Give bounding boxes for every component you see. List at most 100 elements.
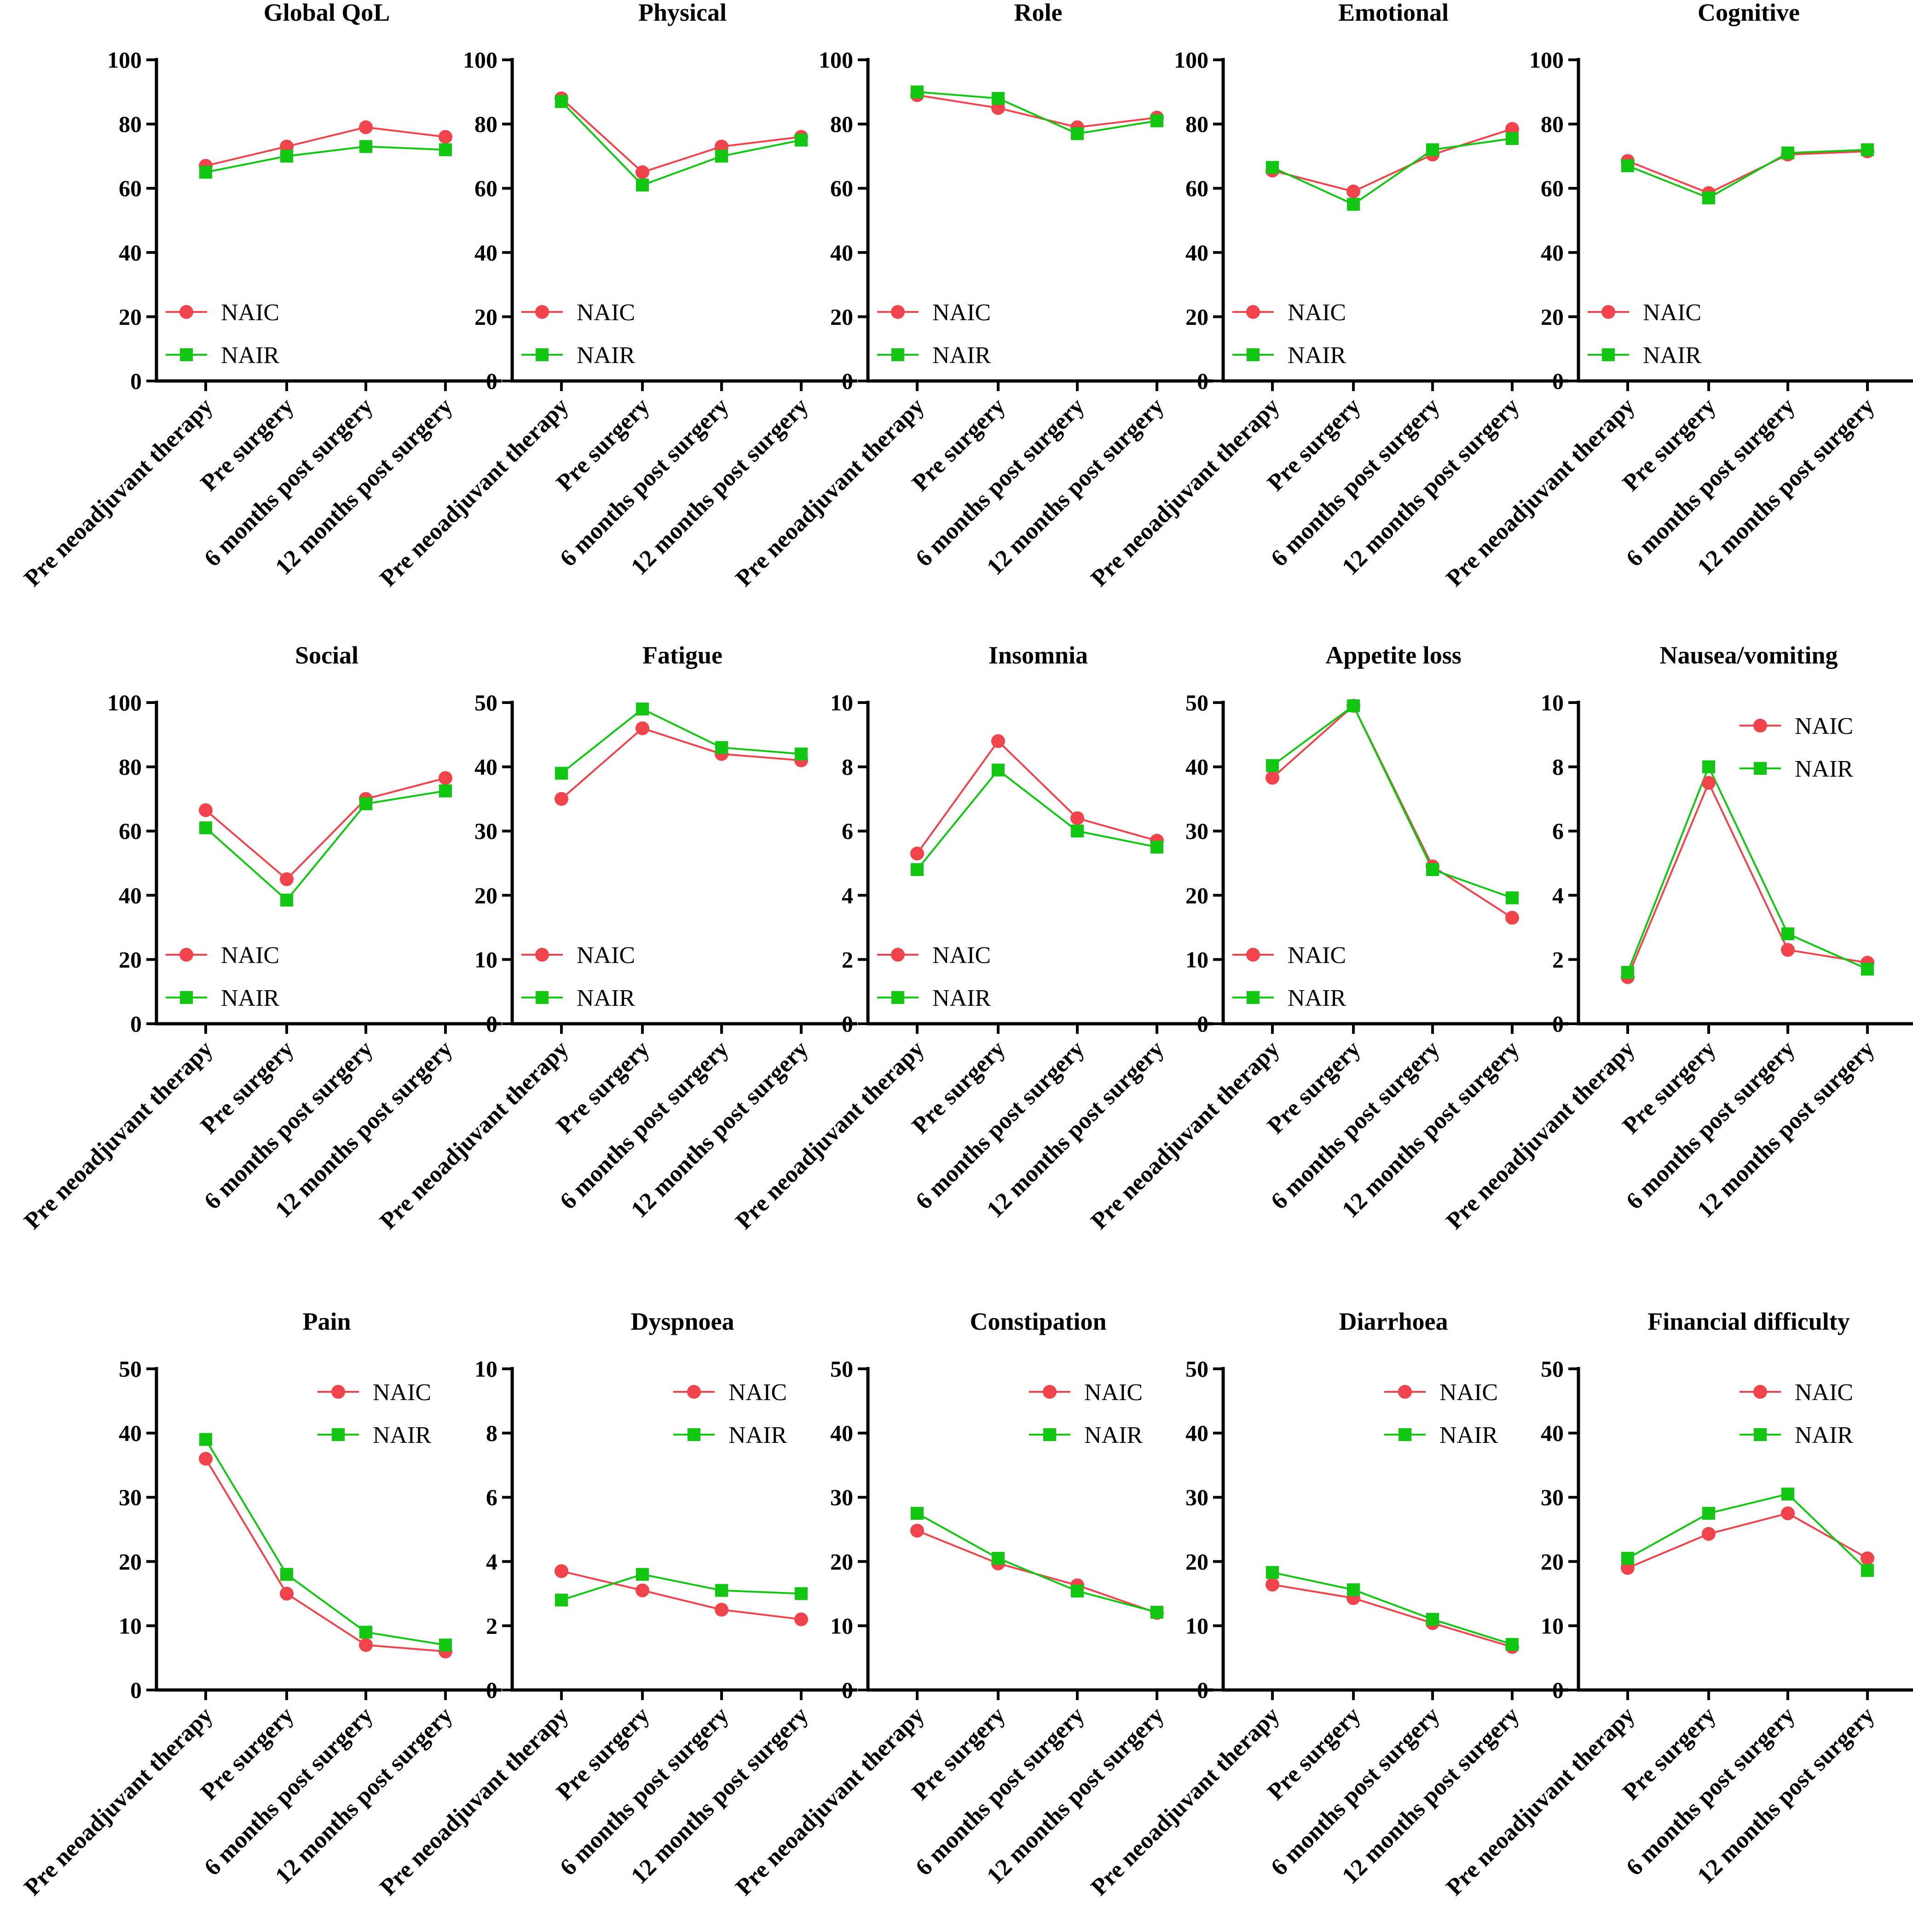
x-tick-label: Pre neoadjuvant therapy [1086,1702,1285,1901]
series-line-naic [205,777,446,881]
data-point-nair-marker [1426,143,1439,156]
data-point-nair-marker [1861,1564,1874,1577]
chart-panel: Cognitive 0 20 40 60 80 100 Pre neoadjuvant the… [1441,0,1913,592]
y-tick-label: 60 [119,175,142,201]
series-line-naic [916,739,1157,854]
panel-title: Appetite loss [1325,641,1462,669]
series-line-naic [917,1529,1157,1614]
data-point-nair-marker [280,1568,293,1581]
data-point-nair-marker [439,784,452,797]
y-tick-label: 60 [830,175,853,201]
legend-nair-marker [1754,1428,1767,1441]
y-tick-label: 20 [830,304,853,329]
chart-panel: Nausea/vomiting 0 2 4 6 8 10 Pre neoadjuvant th… [1441,641,1913,1234]
legend-label-nair: NAIR [1795,756,1853,782]
y-tick-label: 80 [474,111,497,137]
data-point-naic-marker [199,803,213,817]
data-point-nair-marker [715,1584,728,1597]
panel-title: Pain [302,1308,351,1335]
data-point-nair-marker [1621,1551,1634,1565]
data-point-naic-marker [1861,1551,1874,1565]
legend-naic-marker [1398,1385,1412,1399]
data-point-nair-marker [555,767,568,780]
legend-naic-marker [687,1385,701,1399]
legend-label-nair: NAIR [728,1422,787,1448]
data-point-nair-marker [1861,143,1874,156]
data-point-nair-marker [992,763,1005,777]
series-line-naic [205,1458,446,1653]
x-tick-label: Pre neoadjuvant therapy [375,1036,574,1234]
legend-label-nair: NAIR [373,1422,431,1448]
data-point-nair-marker [1266,759,1279,772]
legend-label-naic: NAIC [577,942,635,969]
series-line-naic [1627,780,1868,978]
y-tick-label: 20 [830,1549,853,1574]
data-point-naic-marker [1070,811,1084,825]
y-tick-label: 10 [474,1356,497,1382]
series-line-nair [205,790,446,902]
panel-title: Dyspnoea [630,1308,734,1335]
legend-label-nair: NAIR [1439,1422,1498,1448]
series-line-nair [561,101,802,186]
data-point-nair-marker [555,1593,568,1607]
legend-label-naic: NAIC [932,300,991,326]
y-tick-label: 0 [842,368,853,394]
data-point-nair-marker [280,894,293,907]
y-tick-label: 4 [842,882,853,908]
legend: NAIC NAIR [1232,300,1346,369]
series-line-naic [917,94,1157,128]
y-tick-label: 20 [1185,882,1208,908]
legend-label-nair: NAIR [221,985,279,1011]
data-point-nair-marker [636,179,649,192]
y-tick-label: 100 [107,690,142,715]
data-point-naic-marker [636,165,649,179]
x-tick-label: Pre neoadjuvant therapy [19,1036,218,1234]
y-tick-label: 80 [119,111,142,137]
legend-label-naic: NAIC [1288,942,1346,969]
chart-panel: Emotional 0 20 40 60 80 100 Pre neoadjuvant the… [1086,0,1568,592]
legend-naic-marker [535,305,549,319]
data-point-naic-marker [439,771,452,785]
legend: NAIC NAIR [521,942,635,1011]
y-tick-label: 20 [1541,1549,1564,1574]
legend-label-naic: NAIC [728,1379,787,1406]
legend: NAIC NAIR [1384,1379,1498,1448]
x-tick-label: Pre neoadjuvant therapy [1441,393,1640,592]
y-tick-label: 40 [119,882,142,908]
x-tick-label: Pre neoadjuvant therapy [375,393,574,592]
data-point-nair-marker [1347,1583,1360,1597]
y-tick-label: 0 [1197,1677,1208,1703]
legend-nair-marker [332,1428,345,1441]
data-point-naic-marker [1505,911,1519,925]
data-point-nair-marker [439,1638,452,1652]
legend-nair-marker [1399,1428,1411,1441]
legend-naic-marker [1601,305,1615,319]
panel-title: Nausea/vomiting [1659,641,1838,669]
data-point-nair-marker [715,741,728,754]
legend-nair-marker [1043,1428,1056,1441]
legend-label-naic: NAIC [221,300,279,326]
series-line-naic [1272,128,1513,193]
legend-nair-marker [688,1428,700,1441]
y-tick-label: 40 [474,754,497,780]
data-point-naic-marker [636,1583,649,1598]
panel-title: Emotional [1338,0,1449,26]
data-point-naic-marker [794,1612,808,1626]
data-point-naic-marker [1781,1506,1795,1521]
y-tick-label: 30 [830,1484,853,1510]
y-tick-label: 50 [1541,1356,1564,1382]
x-tick-label: Pre neoadjuvant therapy [375,1702,574,1901]
y-tick-label: 60 [119,818,142,844]
y-tick-label: 0 [486,368,497,394]
data-point-nair-marker [1266,161,1279,174]
x-tick-label: Pre neoadjuvant therapy [1441,1702,1640,1901]
data-point-nair-marker [1621,966,1634,979]
y-tick-label: 4 [1552,882,1564,908]
x-tick-label: Pre neoadjuvant therapy [731,393,930,592]
y-tick-label: 100 [107,47,142,73]
legend-nair-marker [180,991,193,1004]
